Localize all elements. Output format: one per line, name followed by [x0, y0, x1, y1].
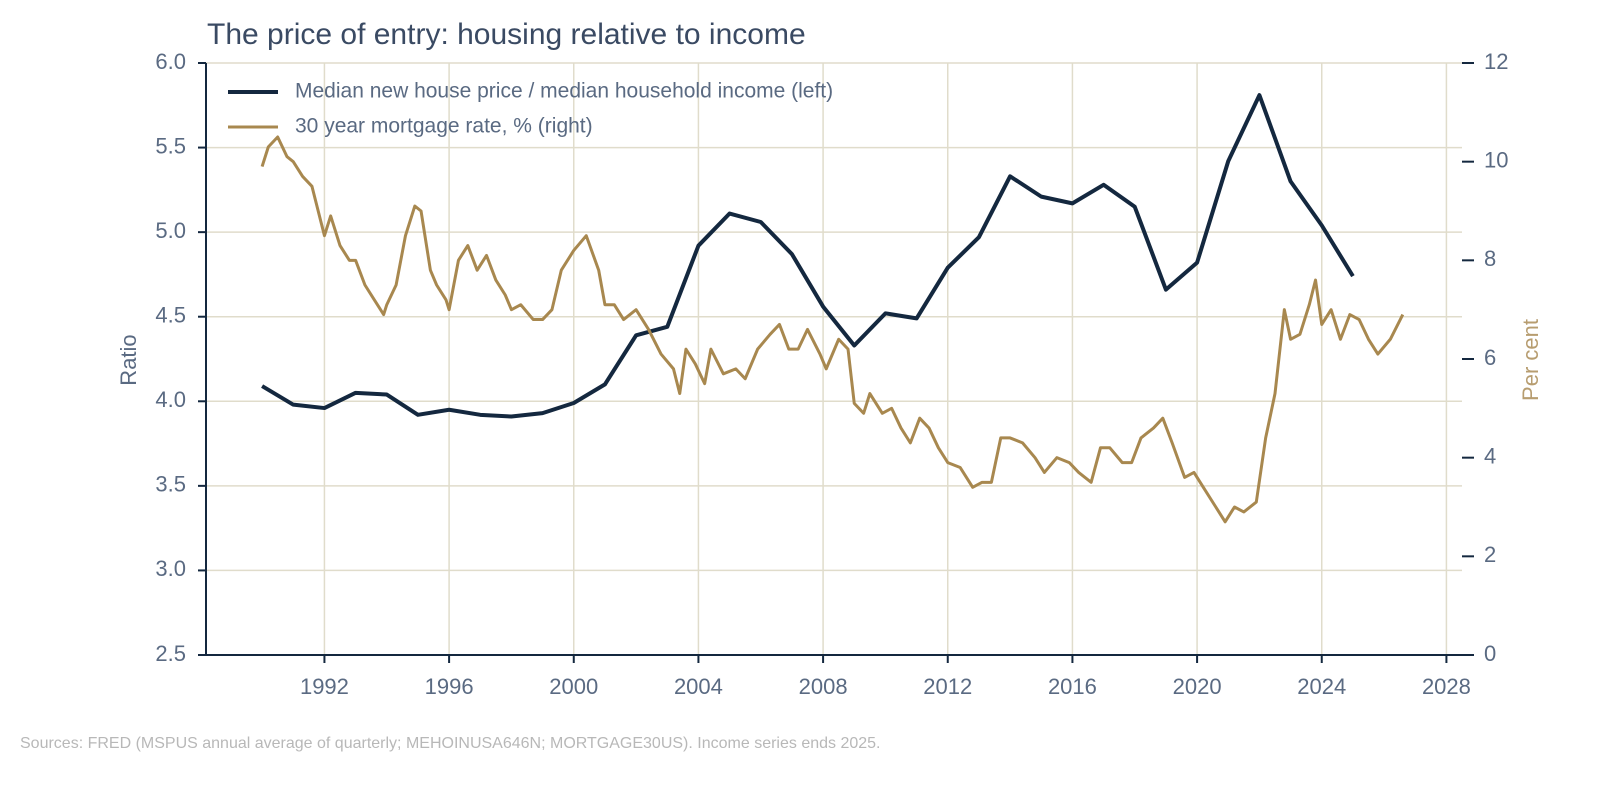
x-tick-label: 2000 — [549, 674, 598, 699]
y-tick-label: 4.5 — [155, 303, 186, 328]
x-tick-label: 1996 — [425, 674, 474, 699]
series-line — [260, 135, 1405, 524]
y-tick-label: 4.0 — [155, 387, 186, 412]
series-line — [261, 93, 1355, 419]
legend-label: Median new house price / median househol… — [295, 80, 833, 103]
y-tick-label: 3.5 — [155, 472, 186, 497]
y-tick-label: 5.0 — [155, 218, 186, 243]
legend-label: 30 year mortgage rate, % (right) — [295, 115, 593, 138]
x-tick-label: 1992 — [300, 674, 349, 699]
x-tick-label: 2008 — [799, 674, 848, 699]
footnote: Sources: FRED (MSPUS annual average of q… — [20, 735, 881, 752]
x-tick-label: 2020 — [1173, 674, 1222, 699]
y2-tick-label: 0 — [1484, 641, 1496, 666]
y2-axis-label: Per cent — [1518, 319, 1543, 401]
y2-tick-label: 12 — [1484, 49, 1508, 74]
y2-tick-label: 4 — [1484, 443, 1496, 468]
x-tick-label: 2016 — [1048, 674, 1097, 699]
y-tick-label: 2.5 — [155, 641, 186, 666]
x-tick-label: 2024 — [1297, 674, 1346, 699]
y2-tick-label: 10 — [1484, 147, 1508, 172]
chart-title: The price of entry: housing relative to … — [207, 18, 806, 51]
x-tick-label: 2004 — [674, 674, 723, 699]
y-axis-label: Ratio — [116, 334, 141, 385]
x-tick-label: 2028 — [1422, 674, 1471, 699]
x-tick-label: 2012 — [923, 674, 972, 699]
y-tick-label: 3.0 — [155, 556, 186, 581]
y2-tick-label: 8 — [1484, 246, 1496, 271]
y-tick-label: 5.5 — [155, 133, 186, 158]
y-tick-label: 6.0 — [155, 49, 186, 74]
y2-tick-label: 6 — [1484, 345, 1496, 370]
y2-tick-label: 2 — [1484, 542, 1496, 567]
